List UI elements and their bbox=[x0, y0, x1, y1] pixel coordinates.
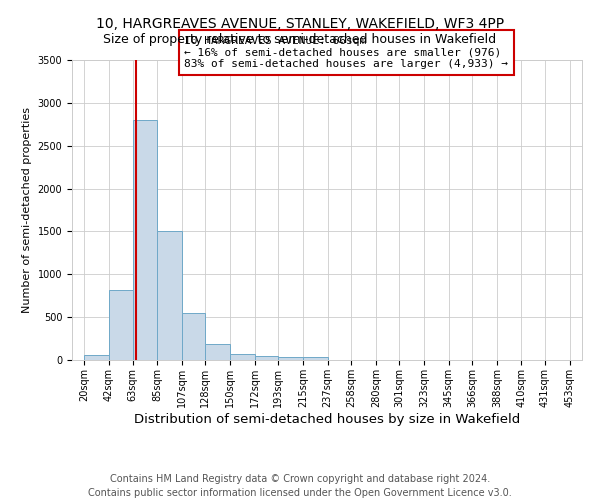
Y-axis label: Number of semi-detached properties: Number of semi-detached properties bbox=[22, 107, 32, 313]
Bar bbox=[278, 356, 303, 360]
Bar bbox=[205, 344, 230, 360]
Bar bbox=[230, 354, 255, 360]
Bar bbox=[157, 232, 182, 360]
Bar bbox=[133, 120, 157, 360]
Bar bbox=[182, 313, 205, 360]
Bar bbox=[303, 358, 328, 360]
Bar bbox=[255, 356, 278, 360]
Bar bbox=[109, 290, 133, 360]
Bar bbox=[85, 355, 109, 360]
Text: 10 HARGREAVES AVENUE: 66sqm
← 16% of semi-detached houses are smaller (976)
83% : 10 HARGREAVES AVENUE: 66sqm ← 16% of sem… bbox=[184, 36, 508, 69]
Text: Contains HM Land Registry data © Crown copyright and database right 2024.
Contai: Contains HM Land Registry data © Crown c… bbox=[88, 474, 512, 498]
X-axis label: Distribution of semi-detached houses by size in Wakefield: Distribution of semi-detached houses by … bbox=[134, 412, 520, 426]
Text: Size of property relative to semi-detached houses in Wakefield: Size of property relative to semi-detach… bbox=[103, 32, 497, 46]
Text: 10, HARGREAVES AVENUE, STANLEY, WAKEFIELD, WF3 4PP: 10, HARGREAVES AVENUE, STANLEY, WAKEFIEL… bbox=[96, 18, 504, 32]
